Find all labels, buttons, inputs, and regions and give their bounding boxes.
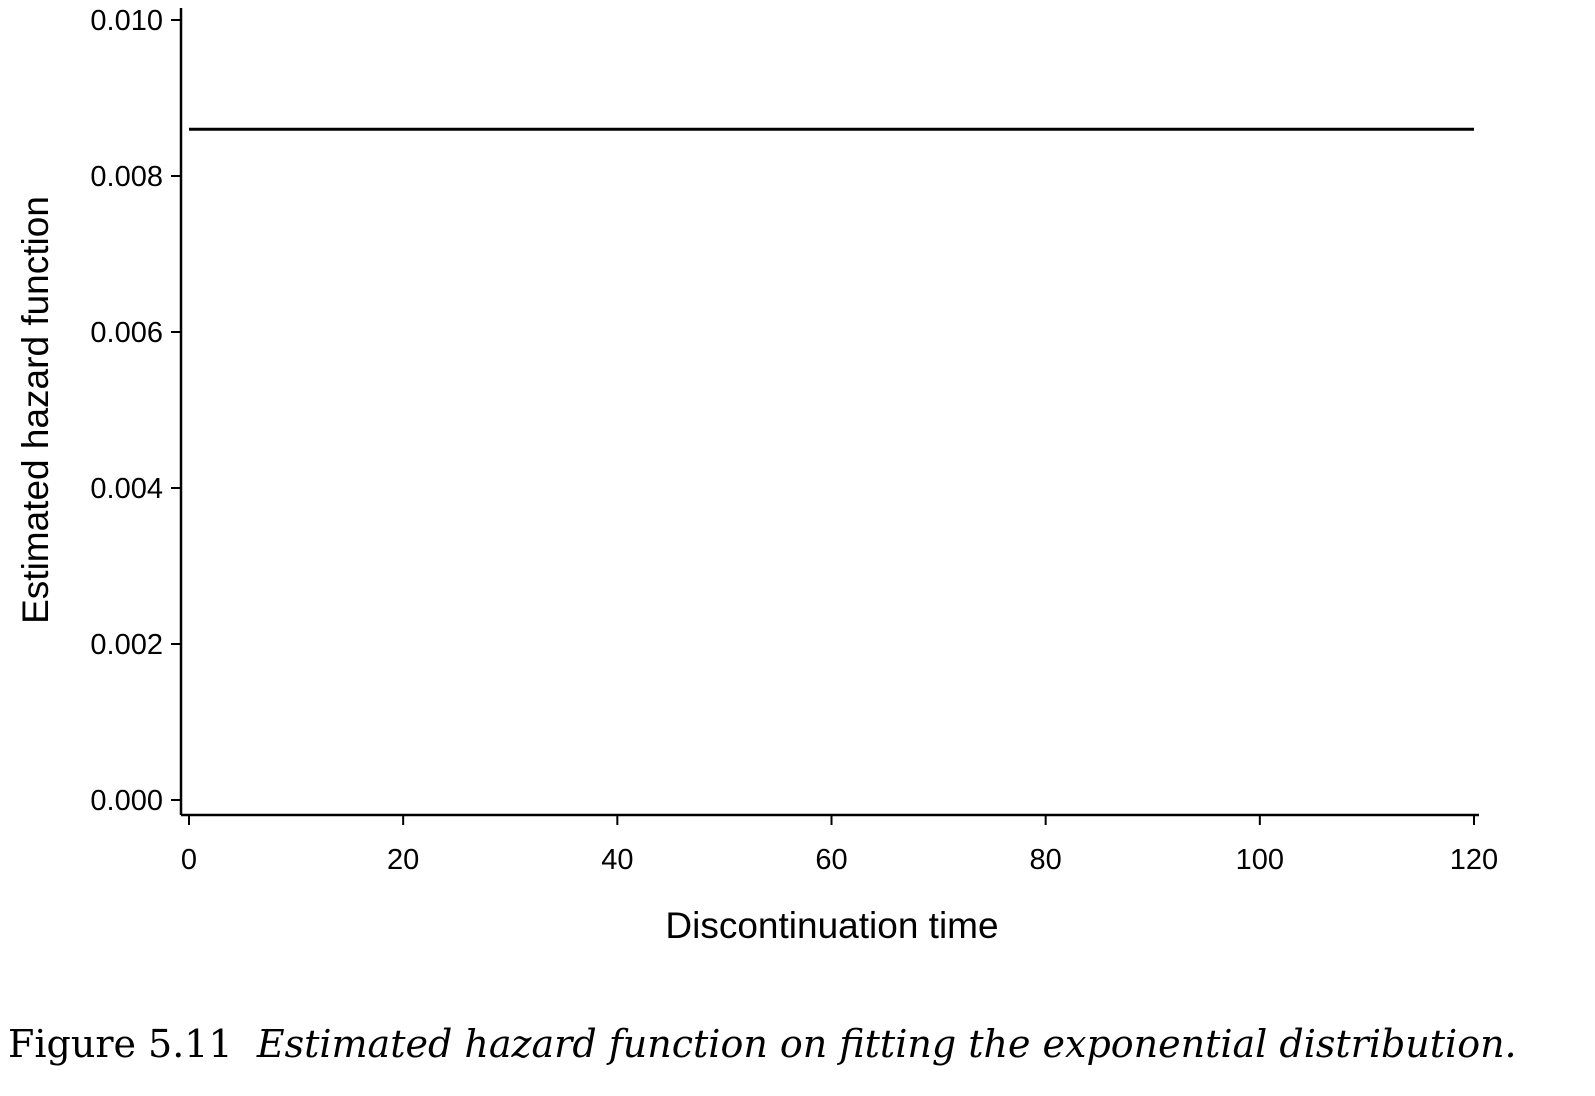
y-tick-label: 0.010 xyxy=(90,5,163,37)
x-axis-ticks: 0 20 40 60 80 100 120 xyxy=(181,815,1498,876)
caption-label: Figure 5.11 xyxy=(8,1022,233,1066)
x-tick-label: 80 xyxy=(1030,844,1062,876)
y-tick-label: 0.000 xyxy=(90,785,163,817)
y-tick-label: 0.006 xyxy=(90,317,163,349)
figure-caption: Figure 5.11 Estimated hazard function on… xyxy=(8,1022,1593,1066)
caption-text: Estimated hazard function on fitting the… xyxy=(256,1022,1517,1066)
y-tick-label: 0.004 xyxy=(90,473,163,505)
x-tick-label: 120 xyxy=(1450,844,1498,876)
x-tick-label: 40 xyxy=(601,844,633,876)
x-axis-title: Discontinuation time xyxy=(665,905,998,946)
x-tick-label: 60 xyxy=(815,844,847,876)
x-tick-label: 100 xyxy=(1236,844,1284,876)
y-tick-label: 0.002 xyxy=(90,629,163,661)
y-axis-ticks: 0.000 0.002 0.004 0.006 0.008 0.010 xyxy=(90,5,181,817)
y-axis-title: Estimated hazard function xyxy=(15,196,56,624)
y-tick-label: 0.008 xyxy=(90,161,163,193)
x-tick-label: 0 xyxy=(181,844,197,876)
hazard-chart: 0.000 0.002 0.004 0.006 0.008 0.010 0 20 40 60 80… xyxy=(15,5,1498,946)
x-tick-label: 20 xyxy=(387,844,419,876)
